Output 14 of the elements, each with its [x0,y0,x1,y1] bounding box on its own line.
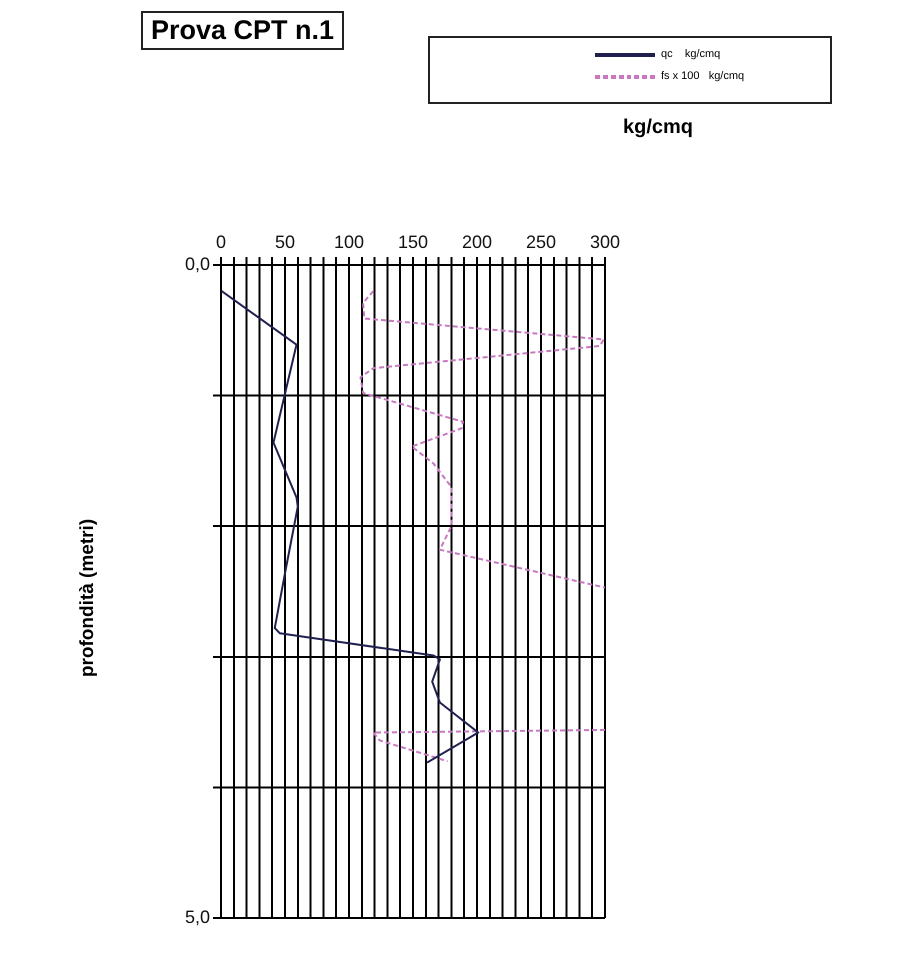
x-tick-label: 0 [216,232,226,252]
x-tick-label: 200 [462,232,492,252]
x-tick-label: 300 [590,232,620,252]
x-tick-label: 250 [526,232,556,252]
y-tick-label: 5,0 [184,906,210,927]
y-axis-title: profondità (metri) [77,518,99,678]
legend-label: fs x 100 kg/cmq [661,70,744,82]
legend-label: qc kg/cmq [661,48,720,60]
x-axis-title: kg/cmq [623,116,694,139]
chart-title: Prova CPT n.1 [141,11,344,50]
y-tick-label: 0,0 [184,254,210,274]
x-tick-label: 50 [274,232,296,252]
x-tick-label: 150 [398,232,428,252]
x-tick-label: 100 [334,232,364,252]
